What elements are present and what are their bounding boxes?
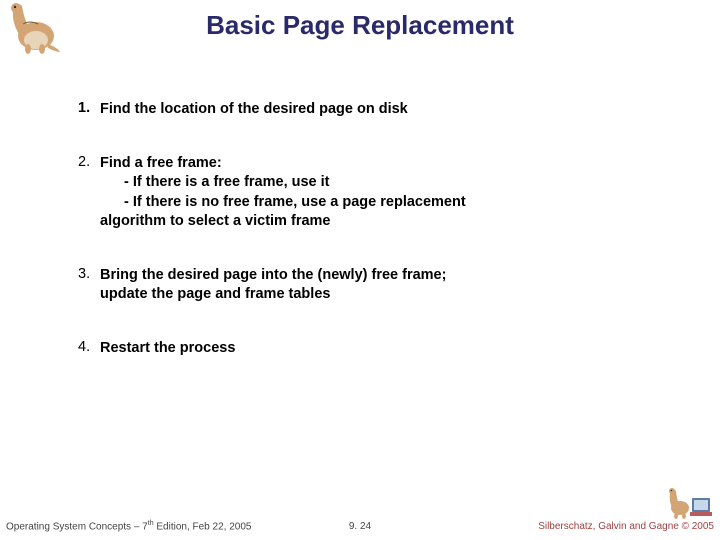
list-number: 1. — [78, 100, 100, 120]
list-line: Find the location of the desired page on… — [100, 100, 660, 120]
slide-content: 1. Find the location of the desired page… — [78, 100, 660, 393]
list-line: - If there is a free frame, use it — [100, 173, 660, 193]
slide-footer: Operating System Concepts – 7th Edition,… — [0, 506, 720, 534]
list-body: Bring the desired page into the (newly) … — [100, 266, 660, 305]
list-line: algorithm to select a victim frame — [100, 212, 660, 232]
list-line: update the page and frame tables — [100, 285, 660, 305]
list-line: Restart the process — [100, 339, 660, 359]
list-number: 2. — [78, 154, 100, 232]
list-item: 1. Find the location of the desired page… — [78, 100, 660, 120]
list-body: Restart the process — [100, 339, 660, 359]
list-number: 4. — [78, 339, 100, 359]
slide-title: Basic Page Replacement — [0, 10, 720, 41]
list-item: 3. Bring the desired page into the (newl… — [78, 266, 660, 305]
list-line: - If there is no free frame, use a page … — [100, 193, 660, 213]
list-body: Find the location of the desired page on… — [100, 100, 660, 120]
list-item: 2. Find a free frame: - If there is a fr… — [78, 154, 660, 232]
list-item: 4. Restart the process — [78, 339, 660, 359]
list-line: Bring the desired page into the (newly) … — [100, 266, 660, 286]
list-number: 3. — [78, 266, 100, 305]
list-line: Find a free frame: — [100, 154, 660, 174]
list-body: Find a free frame: - If there is a free … — [100, 154, 660, 232]
footer-copyright: Silberschatz, Galvin and Gagne © 2005 — [538, 521, 714, 532]
